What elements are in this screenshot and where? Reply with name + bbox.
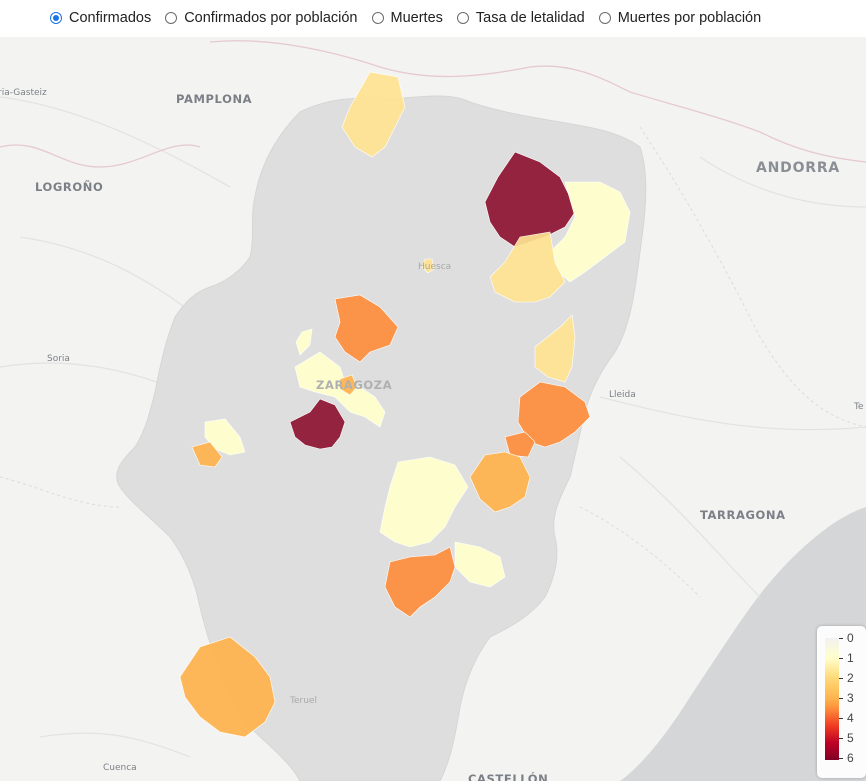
radio-button-icon[interactable] [456, 12, 469, 24]
legend-tick: 5 [839, 731, 854, 745]
legend-tick: 3 [839, 691, 854, 705]
radio-button-icon[interactable] [371, 12, 384, 24]
radio-confirmados-por-poblacion[interactable]: Confirmados por población [165, 10, 358, 26]
region-cinco-villas-strip[interactable] [295, 328, 313, 356]
radio-muertes-por-poblacion[interactable]: Muertes por población [598, 10, 762, 26]
place-label-teruel: Teruel [289, 696, 317, 706]
radio-label: Confirmados por población [184, 10, 358, 26]
region-fraga-part[interactable] [504, 431, 536, 458]
map-canvas[interactable]: ria-Gasteiz PAMPLONA LOGROÑO ANDORRA Sor… [0, 37, 866, 781]
radio-button-icon[interactable] [50, 12, 62, 24]
region-north-jacetania[interactable] [341, 71, 406, 158]
region-bajo-martin[interactable] [454, 541, 506, 588]
radio-label: Muertes por población [617, 10, 762, 26]
place-label-logrono: LOGROÑO [35, 179, 103, 194]
place-label-huesca: Huesca [418, 262, 451, 272]
legend-tick: 4 [839, 711, 854, 725]
radio-confirmados[interactable]: Confirmados [50, 10, 151, 26]
legend-tick: 6 [839, 751, 854, 765]
region-albarracin[interactable] [179, 636, 276, 738]
place-label-andorra: ANDORRA [756, 160, 840, 176]
region-andorra-sierra[interactable] [384, 546, 456, 618]
region-borders [0, 126, 866, 598]
region-huesca-city[interactable] [421, 258, 435, 274]
legend-tick: 2 [839, 671, 854, 685]
place-label-te: Te [853, 402, 864, 412]
radio-button-icon[interactable] [598, 12, 611, 24]
place-label-cuenca: Cuenca [103, 763, 137, 773]
place-label-gasteiz: ria-Gasteiz [0, 88, 47, 98]
color-legend: 0 1 2 3 4 5 6 [817, 626, 866, 778]
radio-label: Confirmados [69, 10, 152, 26]
place-label-pamplona: PAMPLONA [176, 92, 252, 106]
legend-color-bar [825, 638, 839, 760]
place-label-tarragona: TARRAGONA [700, 508, 786, 522]
region-valdejalon[interactable] [289, 398, 346, 450]
variable-selector: Confirmados Confirmados por población Mu… [0, 0, 866, 36]
region-sobrarbe[interactable] [484, 151, 576, 248]
radio-label: Tasa de letalidad [475, 10, 585, 26]
region-zaragoza-center[interactable] [339, 374, 358, 396]
region-somontano[interactable] [489, 231, 566, 303]
place-label-lleida: Lleida [609, 390, 636, 400]
radio-tasa-de-letalidad[interactable]: Tasa de letalidad [456, 10, 585, 26]
choropleth-map[interactable]: ria-Gasteiz PAMPLONA LOGROÑO ANDORRA Sor… [0, 37, 866, 781]
region-ribagorza[interactable] [549, 181, 631, 283]
region-zaragoza-area[interactable] [294, 351, 386, 428]
place-label-zaragoza: ZARAGOZA [316, 378, 392, 392]
radio-button-icon[interactable] [165, 12, 178, 24]
region-campo-belchite[interactable] [379, 456, 469, 548]
radio-muertes[interactable]: Muertes [371, 10, 443, 26]
legend-tick: 1 [839, 651, 854, 665]
radio-label: Muertes [390, 10, 443, 26]
region-bajo-aragon-caspe[interactable] [469, 451, 531, 513]
place-label-soria: Soria [47, 354, 70, 364]
place-label-castellon: CASTELLÓN [468, 771, 548, 781]
region-calatayud-east[interactable] [204, 418, 246, 456]
region-monegros[interactable] [334, 294, 399, 363]
region-calatayud-west[interactable] [191, 441, 223, 468]
country-borders [0, 40, 866, 168]
legend-tick: 0 [839, 631, 854, 645]
region-la-litera[interactable] [534, 314, 576, 383]
mediterranean-sea [620, 507, 866, 781]
